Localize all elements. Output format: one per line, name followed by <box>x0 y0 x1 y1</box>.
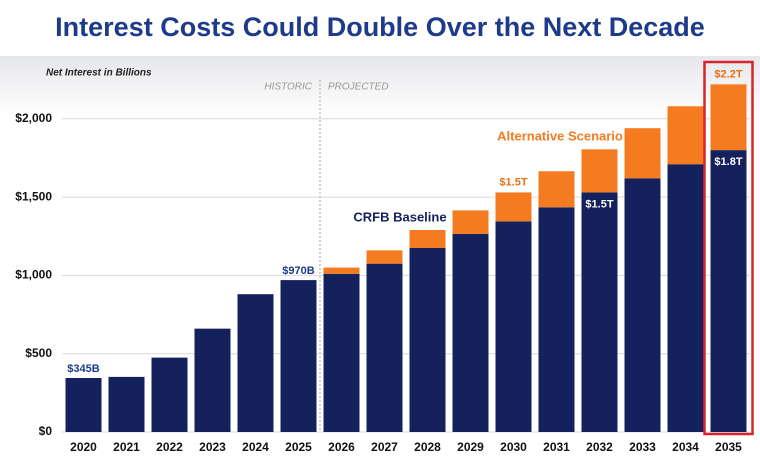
y-axis-label: Net Interest in Billions <box>46 68 152 79</box>
chart-title: Interest Costs Could Double Over the Nex… <box>55 12 705 42</box>
legend-label: Alternative Scenario <box>497 128 623 143</box>
legend-label: CRFB Baseline <box>353 209 446 224</box>
data-label: $345B <box>67 363 99 375</box>
bar-segment <box>581 192 618 432</box>
bar-segment <box>581 149 618 193</box>
x-tick-label: 2027 <box>371 440 398 454</box>
bar-segment <box>710 150 747 432</box>
bar-segment <box>323 267 360 274</box>
bar-segment <box>624 128 661 179</box>
bar-segment <box>366 250 403 264</box>
data-label: $1.5T <box>585 198 613 210</box>
y-tick-label: $1,000 <box>15 268 52 282</box>
bar-segment <box>538 207 575 432</box>
bar-segment <box>452 233 489 432</box>
data-label: $970B <box>282 265 314 277</box>
bar-segment <box>65 377 102 432</box>
x-tick-label: 2026 <box>328 440 355 454</box>
x-tick-label: 2034 <box>672 440 699 454</box>
bar-segment <box>495 221 532 432</box>
y-tick-label: $1,500 <box>15 189 52 203</box>
x-tick-label: 2024 <box>242 440 269 454</box>
data-label: $1.8T <box>714 156 742 168</box>
x-tick-label: 2023 <box>199 440 226 454</box>
y-tick-label: $500 <box>25 346 52 360</box>
bar-segment <box>624 178 661 432</box>
x-tick-label: 2031 <box>543 440 570 454</box>
bar-segment <box>538 171 575 208</box>
y-tick-label: $2,000 <box>15 111 52 125</box>
bar-segment <box>495 192 532 222</box>
x-tick-label: 2032 <box>586 440 613 454</box>
x-tick-label: 2030 <box>500 440 527 454</box>
bar-segment <box>194 328 231 432</box>
annotation: PROJECTED <box>328 82 389 93</box>
bar-segment <box>667 106 704 165</box>
x-tick-label: 2033 <box>629 440 656 454</box>
bar-segment <box>452 210 489 234</box>
x-tick-label: 2021 <box>113 440 140 454</box>
x-tick-label: 2025 <box>285 440 312 454</box>
bar-segment <box>151 357 188 432</box>
bar-segment <box>280 280 317 432</box>
bar-segment <box>237 294 274 432</box>
x-tick-label: 2028 <box>414 440 441 454</box>
bar-segment <box>409 229 446 248</box>
x-tick-label: 2020 <box>70 440 97 454</box>
bar-segment <box>323 273 360 432</box>
total-label: $2.2T <box>714 68 742 80</box>
bar-segment <box>366 263 403 432</box>
bar-segment <box>667 164 704 432</box>
bar-segment <box>409 248 446 432</box>
x-tick-label: 2029 <box>457 440 484 454</box>
total-label: $1.5T <box>499 176 527 188</box>
y-tick-label: $0 <box>39 424 53 438</box>
x-tick-label: 2035 <box>715 440 742 454</box>
bar-segment <box>710 84 747 151</box>
x-tick-label: 2022 <box>156 440 183 454</box>
highlight-box <box>703 60 754 436</box>
bar-segment <box>108 376 145 432</box>
annotation: HISTORIC <box>264 82 312 93</box>
